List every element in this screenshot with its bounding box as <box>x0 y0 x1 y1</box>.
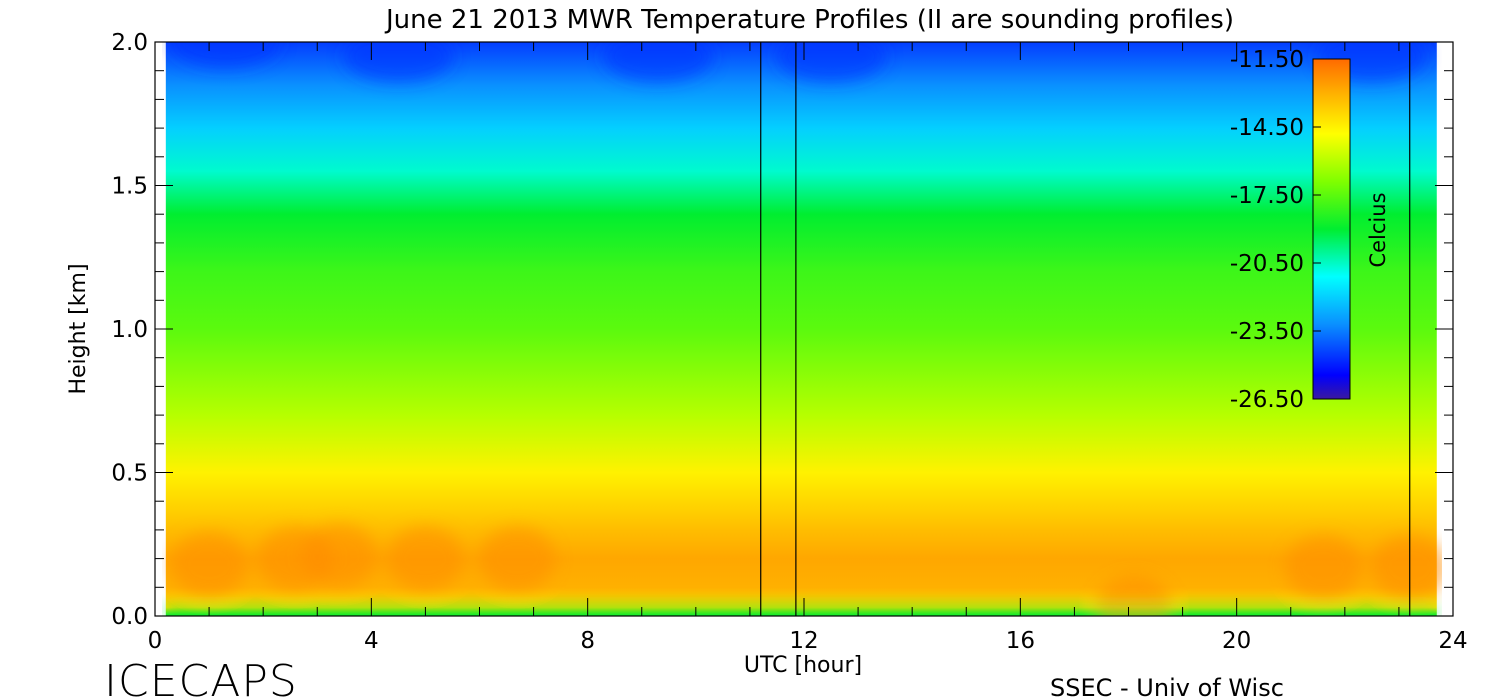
x-tick-label: 24 <box>1438 628 1467 654</box>
y-tick-label: 1.5 <box>111 174 148 200</box>
x-tick-label: 20 <box>1222 628 1251 654</box>
colorbar-ticks: -11.50 -14.50 -17.50 -20.50 -23.50 -26.50 <box>1230 47 1321 413</box>
brand-logo-text: ICECAPS <box>104 656 298 700</box>
colorbar-tick-label: -14.50 <box>1230 115 1304 141</box>
sounding-markers <box>760 42 1411 616</box>
warm-patch <box>1371 535 1442 600</box>
warm-patch <box>300 523 377 588</box>
warm-patch <box>171 532 248 597</box>
temperature-field <box>165 42 1437 616</box>
cold-patch <box>776 42 887 83</box>
colorbar-scale <box>1312 58 1351 400</box>
y-tick-label: 0.5 <box>111 461 148 487</box>
y-tick-label: 0.0 <box>111 604 148 630</box>
temperature-field-variations <box>165 42 1442 616</box>
x-tick-label: 12 <box>789 628 818 654</box>
x-tick-label: 4 <box>364 628 379 654</box>
chart-title: June 21 2013 MWR Temperature Profiles (I… <box>384 5 1234 35</box>
x-tick-label: 0 <box>148 628 163 654</box>
x-axis: 0 4 8 12 16 20 24 <box>148 42 1468 654</box>
colorbar-label: Celcius <box>1366 192 1390 267</box>
y-tick-label: 2.0 <box>111 30 148 56</box>
colorbar-tick-label: -26.50 <box>1230 387 1304 413</box>
y-axis: 0.0 0.5 1.0 1.5 2.0 <box>111 30 1453 630</box>
credit-text: SSEC - Univ of Wisc <box>1050 674 1284 700</box>
warm-patch <box>1095 575 1172 616</box>
warm-patch <box>479 526 556 591</box>
warm-patch <box>387 526 464 591</box>
colorbar-tick-label: -23.50 <box>1230 319 1304 345</box>
cold-patch <box>343 42 454 83</box>
warm-patch <box>1285 535 1362 600</box>
plot-area <box>165 42 1442 616</box>
colorbar-tick-label: -17.50 <box>1230 183 1304 209</box>
colorbar-tick-label: -11.50 <box>1230 47 1304 73</box>
x-tick-label: 8 <box>580 628 595 654</box>
y-axis-label: Height [km] <box>66 263 91 394</box>
cold-patch <box>170 42 281 68</box>
cold-patch <box>602 42 713 83</box>
x-tick-label: 16 <box>1006 628 1035 654</box>
surface-layer <box>165 607 1437 616</box>
x-axis-label: UTC [hour] <box>744 653 862 678</box>
colorbar-tick-label: -20.50 <box>1230 251 1304 277</box>
colorbar: -11.50 -14.50 -17.50 -20.50 -23.50 -26.50 Cel… <box>1230 47 1390 413</box>
y-tick-label: 1.0 <box>111 317 148 343</box>
